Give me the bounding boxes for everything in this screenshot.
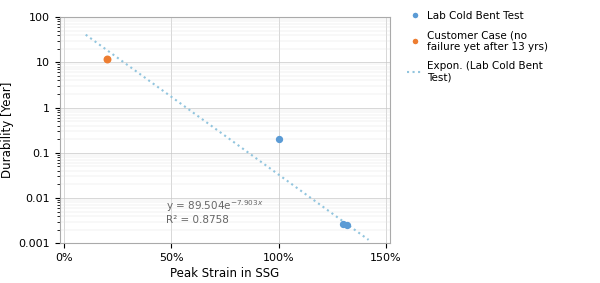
Text: y = 89.504e$^{-7.903x}$
R² = 0.8758: y = 89.504e$^{-7.903x}$ R² = 0.8758: [166, 198, 263, 225]
Point: [103, 56, 112, 61]
X-axis label: Peak Strain in SSG: Peak Strain in SSG: [170, 267, 280, 280]
Legend: Lab Cold Bent Test, Customer Case (no
failure yet after 13 yrs), Expon. (Lab Col: Lab Cold Bent Test, Customer Case (no fa…: [407, 11, 548, 83]
Point: [274, 137, 283, 142]
Point: [338, 222, 347, 226]
Y-axis label: Durability [Year]: Durability [Year]: [1, 82, 14, 178]
Point: [343, 223, 352, 228]
